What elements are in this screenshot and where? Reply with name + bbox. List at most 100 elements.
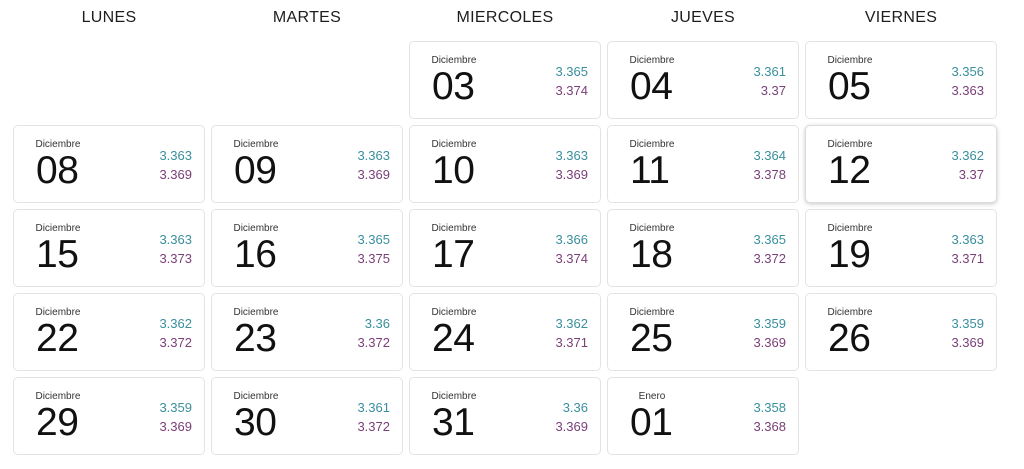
sell-rate: 3.371 <box>951 251 984 266</box>
day-number: 08 <box>36 149 79 192</box>
day-cell[interactable]: Diciembre 04 3.361 3.37 <box>607 41 799 119</box>
empty-day-cell <box>211 41 403 119</box>
month-label: Diciembre <box>827 223 873 234</box>
month-label: Diciembre <box>233 391 279 402</box>
sell-rate: 3.37 <box>958 167 984 182</box>
sell-rate: 3.369 <box>753 335 786 350</box>
month-label: Diciembre <box>35 307 81 318</box>
buy-rate: 3.365 <box>555 64 588 79</box>
day-cell[interactable]: Diciembre 31 3.36 3.369 <box>409 377 601 455</box>
empty-day-cell <box>13 41 205 119</box>
day-cell[interactable]: Diciembre 18 3.365 3.372 <box>607 209 799 287</box>
day-cell[interactable]: Diciembre 22 3.362 3.372 <box>13 293 205 371</box>
buy-rate: 3.363 <box>159 232 192 247</box>
month-label: Diciembre <box>233 223 279 234</box>
buy-rate: 3.356 <box>951 64 984 79</box>
buy-rate: 3.361 <box>357 400 390 415</box>
day-cell[interactable]: Diciembre 09 3.363 3.369 <box>211 125 403 203</box>
empty-day-cell <box>805 377 997 455</box>
sell-rate: 3.375 <box>357 251 390 266</box>
day-number: 17 <box>432 233 475 276</box>
sell-rate: 3.369 <box>159 167 192 182</box>
day-cell[interactable]: Enero 01 3.358 3.368 <box>607 377 799 455</box>
day-cell[interactable]: Diciembre 03 3.365 3.374 <box>409 41 601 119</box>
sell-rate: 3.369 <box>555 419 588 434</box>
month-label: Enero <box>638 391 666 402</box>
day-cell[interactable]: Diciembre 12 3.362 3.37 <box>805 125 997 203</box>
day-cell[interactable]: Diciembre 16 3.365 3.375 <box>211 209 403 287</box>
day-cell[interactable]: Diciembre 17 3.366 3.374 <box>409 209 601 287</box>
day-cell[interactable]: Diciembre 25 3.359 3.369 <box>607 293 799 371</box>
day-number: 18 <box>630 233 673 276</box>
buy-rate: 3.365 <box>357 232 390 247</box>
day-cell[interactable]: Diciembre 15 3.363 3.373 <box>13 209 205 287</box>
day-cell[interactable]: Diciembre 05 3.356 3.363 <box>805 41 997 119</box>
sell-rate: 3.372 <box>357 335 390 350</box>
month-label: Diciembre <box>629 223 675 234</box>
month-label: Diciembre <box>431 223 477 234</box>
sell-rate: 3.378 <box>753 167 786 182</box>
day-cell[interactable]: Diciembre 26 3.359 3.369 <box>805 293 997 371</box>
sell-rate: 3.369 <box>555 167 588 182</box>
day-cell[interactable]: Diciembre 19 3.363 3.371 <box>805 209 997 287</box>
day-cell[interactable]: Diciembre 24 3.362 3.371 <box>409 293 601 371</box>
sell-rate: 3.374 <box>555 251 588 266</box>
buy-rate: 3.364 <box>753 148 786 163</box>
day-cell[interactable]: Diciembre 11 3.364 3.378 <box>607 125 799 203</box>
sell-rate: 3.368 <box>753 419 786 434</box>
month-label: Diciembre <box>629 307 675 318</box>
buy-rate: 3.363 <box>159 148 192 163</box>
weekday-header-miercoles: MIERCOLES <box>456 9 554 26</box>
buy-rate: 3.358 <box>753 400 786 415</box>
sell-rate: 3.372 <box>159 335 192 350</box>
day-number: 10 <box>432 149 475 192</box>
day-number: 03 <box>432 65 475 108</box>
day-number: 26 <box>828 317 871 360</box>
buy-rate: 3.361 <box>753 64 786 79</box>
day-cell[interactable]: Diciembre 23 3.36 3.372 <box>211 293 403 371</box>
month-label: Diciembre <box>431 391 477 402</box>
month-label: Diciembre <box>827 139 873 150</box>
day-number: 19 <box>828 233 871 276</box>
weekday-header-lunes: LUNES <box>81 9 137 26</box>
month-label: Diciembre <box>35 223 81 234</box>
day-cell[interactable]: Diciembre 30 3.361 3.372 <box>211 377 403 455</box>
buy-rate: 3.365 <box>753 232 786 247</box>
weekday-header-jueves: JUEVES <box>670 9 736 26</box>
sell-rate: 3.37 <box>760 83 786 98</box>
month-label: Diciembre <box>827 55 873 66</box>
day-number: 23 <box>234 317 277 360</box>
month-label: Diciembre <box>629 139 675 150</box>
month-label: Diciembre <box>233 139 279 150</box>
day-number: 22 <box>36 317 79 360</box>
month-label: Diciembre <box>629 55 675 66</box>
day-number: 11 <box>630 149 670 192</box>
buy-rate: 3.362 <box>159 316 192 331</box>
day-number: 04 <box>630 65 673 108</box>
sell-rate: 3.372 <box>753 251 786 266</box>
month-label: Diciembre <box>431 55 477 66</box>
buy-rate: 3.36 <box>562 400 588 415</box>
buy-rate: 3.362 <box>951 148 984 163</box>
day-number: 01 <box>630 401 673 444</box>
day-number: 25 <box>630 317 673 360</box>
day-number: 29 <box>36 401 79 444</box>
day-cell[interactable]: Diciembre 08 3.363 3.369 <box>13 125 205 203</box>
sell-rate: 3.371 <box>555 335 588 350</box>
day-number: 05 <box>828 65 871 108</box>
day-number: 31 <box>432 401 475 444</box>
calendar-grid: Diciembre 03 3.365 3.374 Diciembre 04 3.361 3.3… <box>13 41 1003 455</box>
buy-rate: 3.363 <box>951 232 984 247</box>
buy-rate: 3.36 <box>364 316 390 331</box>
month-label: Diciembre <box>35 391 81 402</box>
buy-rate: 3.363 <box>357 148 390 163</box>
buy-rate: 3.366 <box>555 232 588 247</box>
weekday-header-row: LUNES MARTES MIERCOLES JUEVES VIERNES <box>10 8 1000 28</box>
month-label: Diciembre <box>233 307 279 318</box>
day-cell[interactable]: Diciembre 10 3.363 3.369 <box>409 125 601 203</box>
buy-rate: 3.363 <box>555 148 588 163</box>
day-number: 30 <box>234 401 277 444</box>
day-number: 24 <box>432 317 475 360</box>
day-cell[interactable]: Diciembre 29 3.359 3.369 <box>13 377 205 455</box>
